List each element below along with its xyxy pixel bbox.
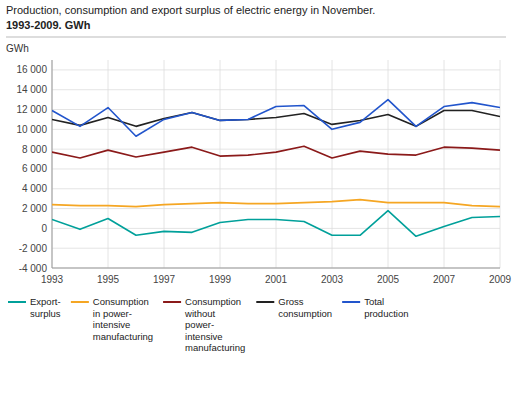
x-tick-label: 1995	[97, 274, 120, 285]
legend-label-line: Total	[364, 296, 384, 307]
x-grid-line	[164, 60, 165, 268]
y-tick-label: -4 000	[19, 263, 48, 274]
y-tick-label: 2 000	[22, 203, 47, 214]
y-grid-line	[52, 268, 500, 269]
y-tick-label: 14 000	[16, 84, 47, 95]
series-line	[52, 211, 500, 237]
legend-item: Consumptionin power-intensivemanufacturi…	[71, 296, 153, 342]
y-tick-label: 4 000	[22, 183, 47, 194]
legend-label-line: manufacturing	[93, 331, 153, 342]
y-tick-label: 6 000	[22, 163, 47, 174]
title-rule	[6, 37, 506, 38]
legend-label-line: consumption	[278, 308, 332, 319]
legend-label: Consumptionin power-intensivemanufacturi…	[93, 296, 153, 342]
series-lines	[52, 100, 500, 237]
x-tick-label: 2007	[433, 274, 456, 285]
legend-label-line: Gross	[278, 296, 304, 307]
x-tick-label: 2005	[377, 274, 400, 285]
x-tick-label: 2001	[265, 274, 288, 285]
grid	[52, 60, 500, 268]
x-grid-line	[276, 60, 277, 268]
series-line	[52, 146, 500, 158]
legend-swatch	[342, 301, 360, 303]
legend: Export-surplusConsumptionin power-intens…	[8, 296, 409, 353]
subtitle: 1993-2009. GWh	[6, 19, 91, 31]
legend-item: Export-surplus	[8, 296, 61, 319]
x-tick-label: 1999	[209, 274, 232, 285]
y-tick-label: 16 000	[16, 64, 47, 75]
y-tick-label: 10 000	[16, 124, 47, 135]
y-tick-label: 12 000	[16, 104, 47, 115]
y-axis-label: GWh	[6, 43, 29, 54]
legend-label: Totalproduction	[364, 296, 408, 319]
legend-swatch	[71, 301, 89, 303]
legend-label-line: in power-	[93, 308, 132, 319]
x-grid-line	[332, 60, 333, 268]
y-tick-label: 8 000	[22, 144, 47, 155]
legend-item: Totalproduction	[342, 296, 408, 319]
legend-label: Grossconsumption	[278, 296, 332, 319]
legend-swatch	[8, 301, 26, 303]
x-grid-line	[220, 60, 221, 268]
legend-label-line: surplus	[30, 308, 61, 319]
axes: -4 000 -2 000 0 2 000 4 000 6 000 8 000 10 000 1…	[16, 60, 511, 285]
title: Production, consumption and export surpl…	[6, 4, 375, 16]
legend-swatch	[163, 301, 181, 303]
legend-label-line: without	[184, 308, 215, 319]
legend-item: Grossconsumption	[256, 296, 332, 319]
legend-item: Consumptionwithoutpower-intensivemanufac…	[163, 296, 245, 353]
legend-label-line: Consumption	[93, 296, 149, 307]
series-line	[52, 100, 500, 137]
legend-label: Export-surplus	[30, 296, 61, 319]
legend-label-line: Export-	[30, 296, 61, 307]
series-line	[52, 200, 500, 207]
y-tick-label: -2 000	[19, 243, 48, 254]
x-grid-line	[108, 60, 109, 268]
x-grid-line	[500, 60, 501, 268]
legend-label: Consumptionwithoutpower-intensivemanufac…	[184, 296, 245, 353]
x-grid-line	[52, 60, 53, 268]
chart: Production, consumption and export surpl…	[0, 0, 512, 409]
legend-label-line: intensive	[185, 331, 223, 342]
y-axis-line	[52, 60, 53, 268]
x-tick-label: 2003	[321, 274, 344, 285]
legend-swatch	[256, 301, 274, 303]
legend-label-line: production	[364, 308, 408, 319]
y-tick-label: 0	[41, 223, 47, 234]
x-axis-line	[52, 268, 500, 269]
legend-label-line: intensive	[93, 319, 131, 330]
legend-label-line: manufacturing	[185, 342, 245, 353]
legend-label-line: Consumption	[185, 296, 241, 307]
x-tick-label: 2009	[489, 274, 512, 285]
x-grid-line	[444, 60, 445, 268]
legend-label-line: power-	[185, 319, 214, 330]
x-grid-line	[388, 60, 389, 268]
x-tick-label: 1997	[153, 274, 176, 285]
x-tick-label: 1993	[41, 274, 64, 285]
